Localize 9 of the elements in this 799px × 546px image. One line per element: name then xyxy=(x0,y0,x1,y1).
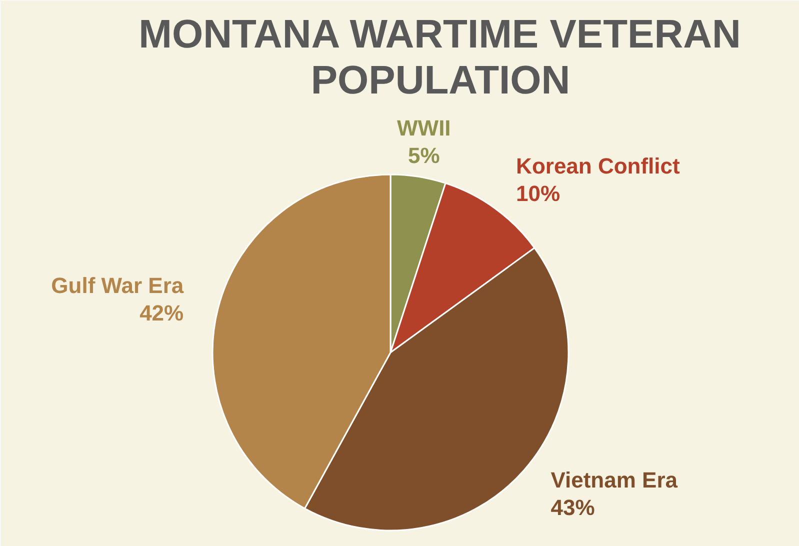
chart-title: MONTANA WARTIME VETERAN POPULATION xyxy=(138,12,741,103)
slice-label: Gulf War Era xyxy=(51,273,184,298)
slice-label: Korean Conflict xyxy=(516,153,681,178)
data-label: 42% xyxy=(140,300,184,326)
slice-label: WWII xyxy=(397,115,451,140)
data-label: 5% xyxy=(408,142,440,168)
slice-label: Vietnam Era xyxy=(550,468,678,493)
data-label: 43% xyxy=(550,495,595,520)
data-label: 10% xyxy=(516,180,560,206)
